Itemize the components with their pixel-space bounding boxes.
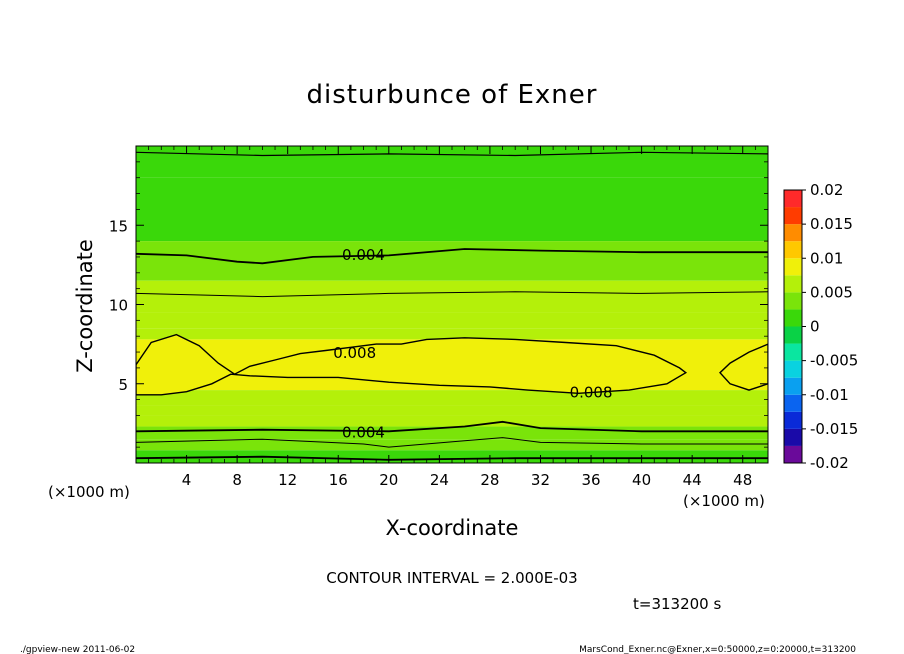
contour-label: 0.004 (342, 246, 385, 264)
colorbar-segment (784, 394, 802, 412)
colorbar-tick-label: -0.005 (810, 352, 858, 370)
contour-field: 0.004 0.008 0.008 0.004 (136, 146, 768, 463)
colorbar-tick-label: -0.015 (810, 420, 858, 438)
colorbar-tick-label: 0.005 (810, 283, 853, 301)
colorbar-tick-label: 0.02 (810, 181, 843, 199)
colorbar-segment (784, 292, 802, 310)
contour-label: 0.008 (570, 384, 613, 402)
contour-band (136, 241, 768, 281)
x-tick-label: 16 (329, 471, 348, 489)
contour-interval-text: CONTOUR INTERVAL = 2.000E-03 (326, 569, 577, 587)
y-tick-label: 5 (118, 376, 128, 394)
x-tick-label: 12 (278, 471, 297, 489)
colorbar-segment (784, 377, 802, 395)
colorbar: 0.02 0.015 0.01 0.005 0 -0.005 -0.01 -0.015 -0.0… (783, 181, 858, 472)
x-tick-label: 36 (581, 471, 600, 489)
contour-band (136, 280, 768, 313)
x-tick-label: 28 (480, 471, 499, 489)
y-tick-label: 15 (109, 217, 128, 235)
colorbar-segment (784, 343, 802, 361)
colorbar-tick-label: 0 (810, 318, 820, 336)
x-tick-label: 8 (232, 471, 242, 489)
contour-band (136, 312, 768, 329)
x-tick-label: 4 (182, 471, 192, 489)
colorbar-tick-label: 0.01 (810, 249, 843, 267)
contour-band (136, 450, 768, 463)
colorbar-tick-label: -0.01 (810, 386, 849, 404)
contour-max-region (136, 333, 688, 396)
contour-line (136, 151, 768, 157)
contour-label: 0.008 (333, 344, 376, 362)
colorbar-segment (784, 360, 802, 378)
contour-band (136, 177, 768, 242)
x-tick-label: 48 (733, 471, 752, 489)
contour-line (136, 437, 768, 448)
y-axis-label: Z-coordinate (73, 239, 97, 373)
footer-right: MarsCond_Exner.nc@Exner,x=0:50000,z=0:20… (579, 645, 856, 654)
x-unit-left: (×1000 m) (48, 483, 130, 501)
contour-band (136, 390, 768, 406)
x-unit-right: (×1000 m) (683, 492, 765, 510)
colorbar-segment (784, 326, 802, 344)
colorbar-segment (784, 411, 802, 429)
contour-band (136, 415, 768, 427)
contour-band (136, 439, 768, 451)
x-tick-label: 44 (683, 471, 702, 489)
contour-max-region-right (719, 343, 768, 391)
colorbar-segment (784, 445, 802, 463)
colorbar-tick-label: -0.02 (810, 454, 849, 472)
x-axis-label: X-coordinate (386, 516, 519, 540)
contour-band (136, 146, 768, 178)
colorbar-tick-label: 0.015 (810, 215, 853, 233)
x-tick-label: 40 (632, 471, 651, 489)
colorbar-segment (784, 258, 802, 276)
time-text: t=313200 s (633, 595, 721, 613)
x-tick-label: 32 (531, 471, 550, 489)
contour-label: 0.004 (342, 423, 385, 441)
footer-left: ./gpview-new 2011-06-02 (20, 645, 135, 654)
colorbar-segment (784, 207, 802, 225)
contour-line (136, 420, 768, 433)
contour-line (136, 291, 768, 298)
contour-band (136, 426, 768, 440)
chart-title: disturbunce of Exner (307, 80, 598, 110)
colorbar-segment (784, 275, 802, 293)
x-tick-label: 24 (430, 471, 449, 489)
contour-line (136, 248, 768, 265)
y-tick-label: 10 (109, 297, 128, 315)
colorbar-segment (784, 241, 802, 259)
colorbar-segment (784, 309, 802, 327)
colorbar-segment (784, 190, 802, 208)
contour-band (136, 405, 768, 416)
x-tick-label: 20 (379, 471, 398, 489)
colorbar-segment (784, 224, 802, 242)
colorbar-segment (784, 428, 802, 446)
contour-band (136, 328, 768, 340)
